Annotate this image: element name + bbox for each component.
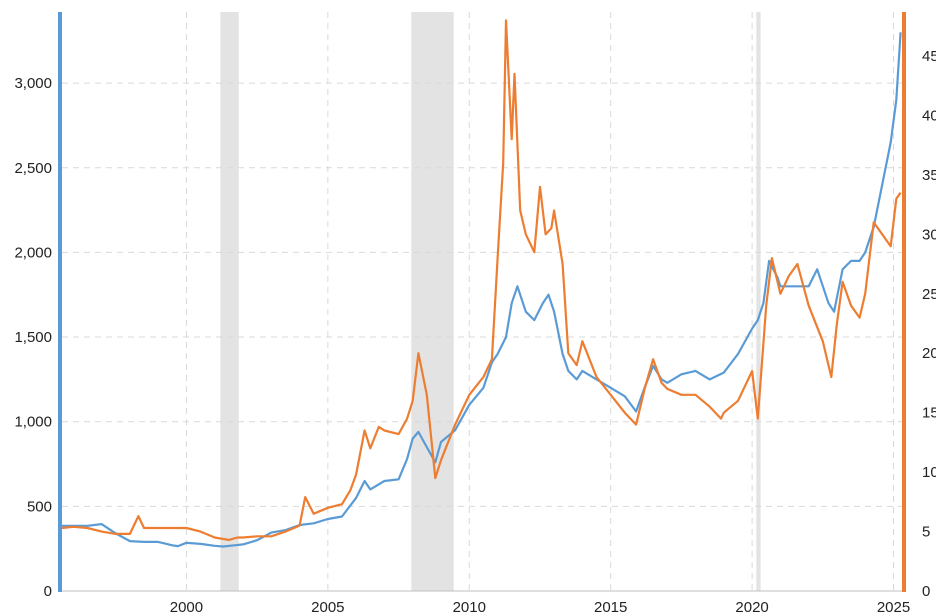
tick-labels: 2000 2005 2010 2015 2020 202505001,0001,5002,…	[14, 48, 936, 616]
right-y-tick-label: 40	[922, 107, 936, 124]
left-y-tick-label: 0	[44, 583, 52, 600]
left-y-tick-label: 3,000	[14, 75, 52, 92]
x-tick-label: 2010	[453, 599, 486, 616]
left-y-tick-label: 2,000	[14, 244, 52, 261]
x-tick-label: 2020	[735, 599, 768, 616]
series-line-left-axis	[62, 32, 902, 548]
right-y-tick-label: 30	[922, 226, 936, 243]
right-y-tick-label: 15	[922, 405, 936, 422]
shaded-period	[220, 12, 239, 591]
right-y-tick-label: 5	[922, 524, 930, 541]
shaded-period	[756, 12, 761, 591]
left-y-tick-label: 1,500	[14, 329, 52, 346]
x-tick-label: 2000	[170, 599, 203, 616]
right-y-tick-label: 45	[922, 48, 936, 65]
left-y-tick-label: 2,500	[14, 160, 52, 177]
x-tick-label: 2005	[311, 599, 344, 616]
right-y-tick-label: 20	[922, 345, 936, 362]
series-line-right-axis	[61, 19, 902, 541]
series-layer	[61, 19, 902, 548]
x-tick-label: 2015	[594, 599, 627, 616]
left-y-tick-label: 500	[27, 498, 52, 515]
right-y-tick-label: 25	[922, 286, 936, 303]
right-y-tick-label: 35	[922, 167, 936, 184]
shaded-period	[411, 12, 454, 591]
right-y-tick-label: 10	[922, 464, 936, 481]
right-y-tick-label: 0	[922, 583, 930, 600]
x-tick-label: 2025	[877, 599, 910, 616]
left-y-tick-label: 1,000	[14, 414, 52, 431]
gridlines	[62, 12, 902, 591]
axes	[58, 12, 906, 592]
shaded-periods	[220, 12, 761, 591]
